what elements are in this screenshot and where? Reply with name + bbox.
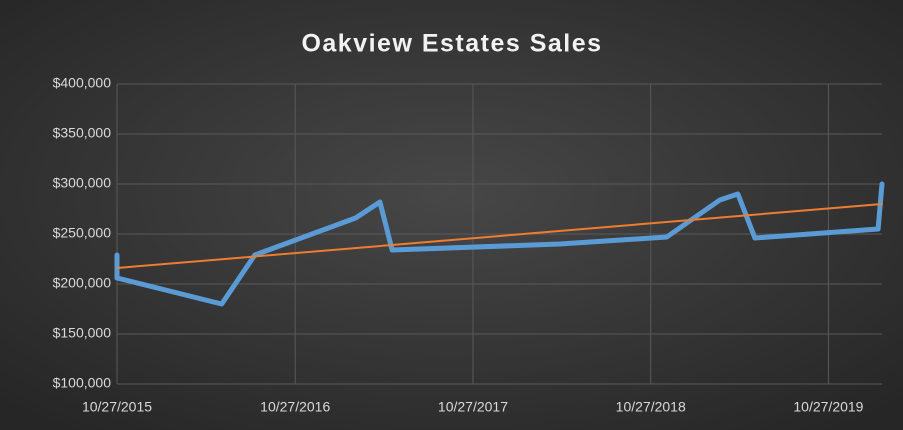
y-tick-label: $100,000 — [53, 375, 112, 391]
x-tick-label: 10/27/2019 — [793, 399, 863, 415]
y-tick-label: $250,000 — [53, 225, 112, 241]
x-tick-label: 10/27/2015 — [82, 399, 152, 415]
y-tick-label: $300,000 — [53, 175, 112, 191]
trend-line — [116, 203, 883, 269]
y-tick-label: $350,000 — [53, 125, 112, 141]
x-tick-label: 10/27/2017 — [438, 399, 508, 415]
chart-title: Oakview Estates Sales — [301, 30, 602, 58]
y-tick-label: $200,000 — [53, 275, 112, 291]
y-tick-label: $400,000 — [53, 75, 112, 91]
y-tick-label: $150,000 — [53, 325, 112, 341]
x-tick-label: 10/27/2018 — [616, 399, 686, 415]
x-tick-label: 10/27/2016 — [260, 399, 330, 415]
sales-line — [114, 181, 885, 307]
